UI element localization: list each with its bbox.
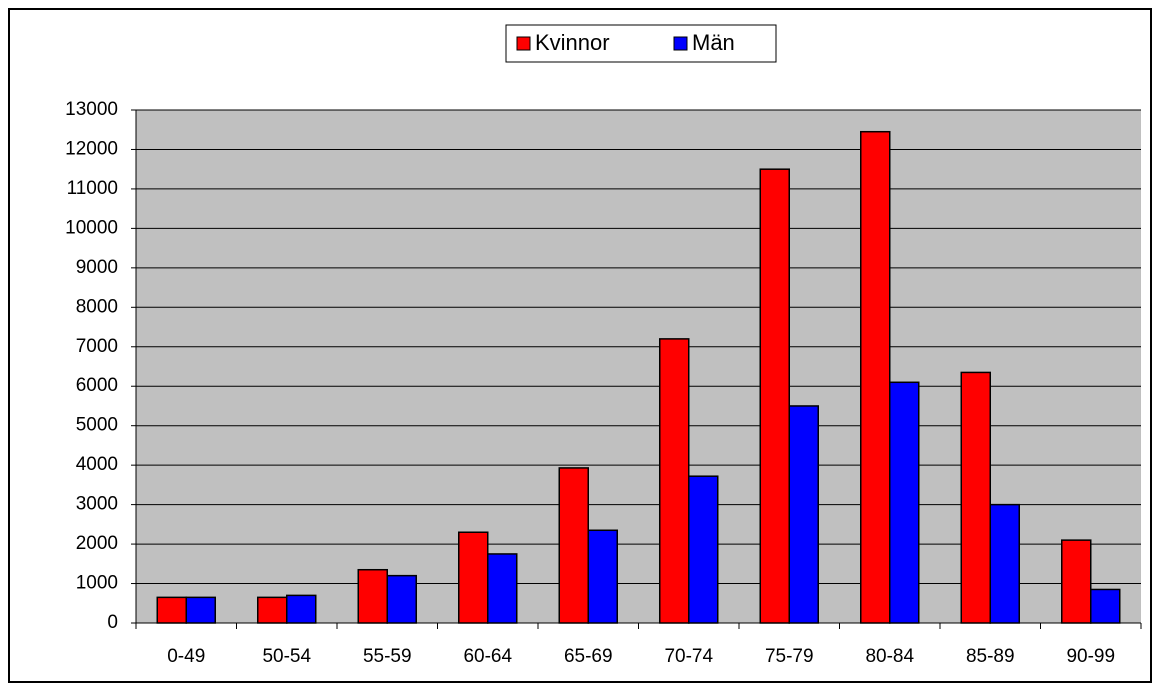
legend-label: Kvinnor (535, 30, 610, 55)
legend-box (505, 24, 777, 63)
y-tick-label: 7000 (76, 336, 118, 357)
x-tick-label: 50-54 (262, 646, 311, 667)
bar (989, 503, 1020, 624)
y-tick-label: 5000 (76, 415, 118, 436)
bar (788, 405, 819, 624)
bar (587, 529, 618, 624)
legend-swatch (673, 36, 688, 51)
legend-swatch (516, 36, 531, 51)
legend-label: Män (692, 30, 735, 55)
bar (688, 475, 719, 624)
y-tick-label: 3000 (76, 494, 118, 515)
bar (889, 381, 920, 624)
x-tick-label: 65-69 (564, 646, 613, 667)
x-tick-label: 0-49 (167, 646, 205, 667)
bar (487, 553, 518, 624)
y-tick-label: 1000 (76, 573, 118, 594)
x-tick-label: 60-64 (463, 646, 512, 667)
bar (185, 596, 216, 624)
bar (386, 574, 417, 624)
bar (1061, 539, 1092, 624)
x-tick-label: 85-89 (966, 646, 1015, 667)
bar (286, 594, 317, 624)
bar (357, 568, 388, 624)
x-tick-label: 70-74 (664, 646, 713, 667)
y-tick-label: 8000 (76, 296, 118, 317)
bar (156, 596, 187, 624)
bar (458, 531, 489, 624)
y-tick-label: 6000 (76, 375, 118, 396)
y-tick-label: 0 (107, 612, 118, 633)
bar (860, 130, 891, 624)
bar (659, 338, 690, 624)
y-tick-label: 2000 (76, 533, 118, 554)
y-tick-label: 10000 (65, 217, 118, 238)
y-tick-label: 13000 (65, 99, 118, 120)
x-tick-label: 80-84 (865, 646, 914, 667)
y-tick-label: 12000 (65, 138, 118, 159)
bar (960, 371, 991, 624)
y-tick-label: 11000 (67, 178, 118, 199)
bar (1090, 588, 1121, 624)
y-tick-label: 9000 (76, 257, 118, 278)
x-tick-label: 55-59 (363, 646, 412, 667)
x-tick-label: 75-79 (765, 646, 814, 667)
bar (759, 168, 790, 624)
bar (558, 467, 589, 624)
y-tick-label: 4000 (76, 454, 118, 475)
x-tick-label: 90-99 (1066, 646, 1115, 667)
bar (257, 596, 288, 624)
